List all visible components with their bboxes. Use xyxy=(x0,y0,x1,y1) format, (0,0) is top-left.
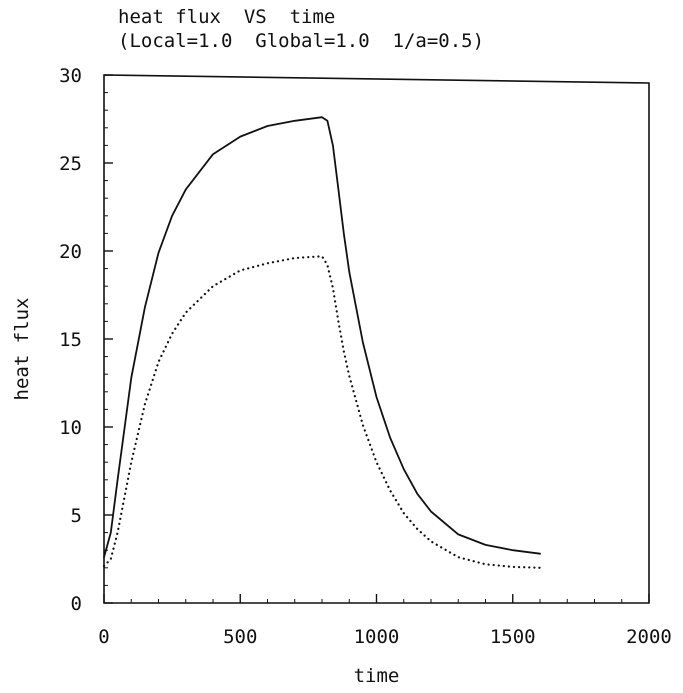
x-tick-label: 1500 xyxy=(490,626,536,648)
solid-series-line xyxy=(103,116,541,559)
chart-subtitle: (Local=1.0 Global=1.0 1/a=0.5) xyxy=(118,30,485,52)
y-axis-label: heat flux xyxy=(11,298,33,401)
y-tick-label: 20 xyxy=(59,241,82,263)
chart-title: heat flux VS time xyxy=(118,6,336,28)
y-tick-label: 10 xyxy=(59,417,82,439)
x-tick-label: 2000 xyxy=(626,626,672,648)
dotted-series-line xyxy=(102,255,542,569)
y-tick-label: 30 xyxy=(59,65,82,87)
y-tick-label: 15 xyxy=(59,329,82,351)
plot-frame xyxy=(103,74,650,604)
x-tick-label: 1000 xyxy=(354,626,400,648)
x-axis-label: time xyxy=(354,665,400,687)
x-tick-label: 0 xyxy=(98,626,109,648)
x-tick-label: 500 xyxy=(223,626,257,648)
y-tick-label: 25 xyxy=(59,153,82,175)
y-tick-label: 5 xyxy=(71,505,82,527)
y-tick-label: 0 xyxy=(71,593,82,615)
